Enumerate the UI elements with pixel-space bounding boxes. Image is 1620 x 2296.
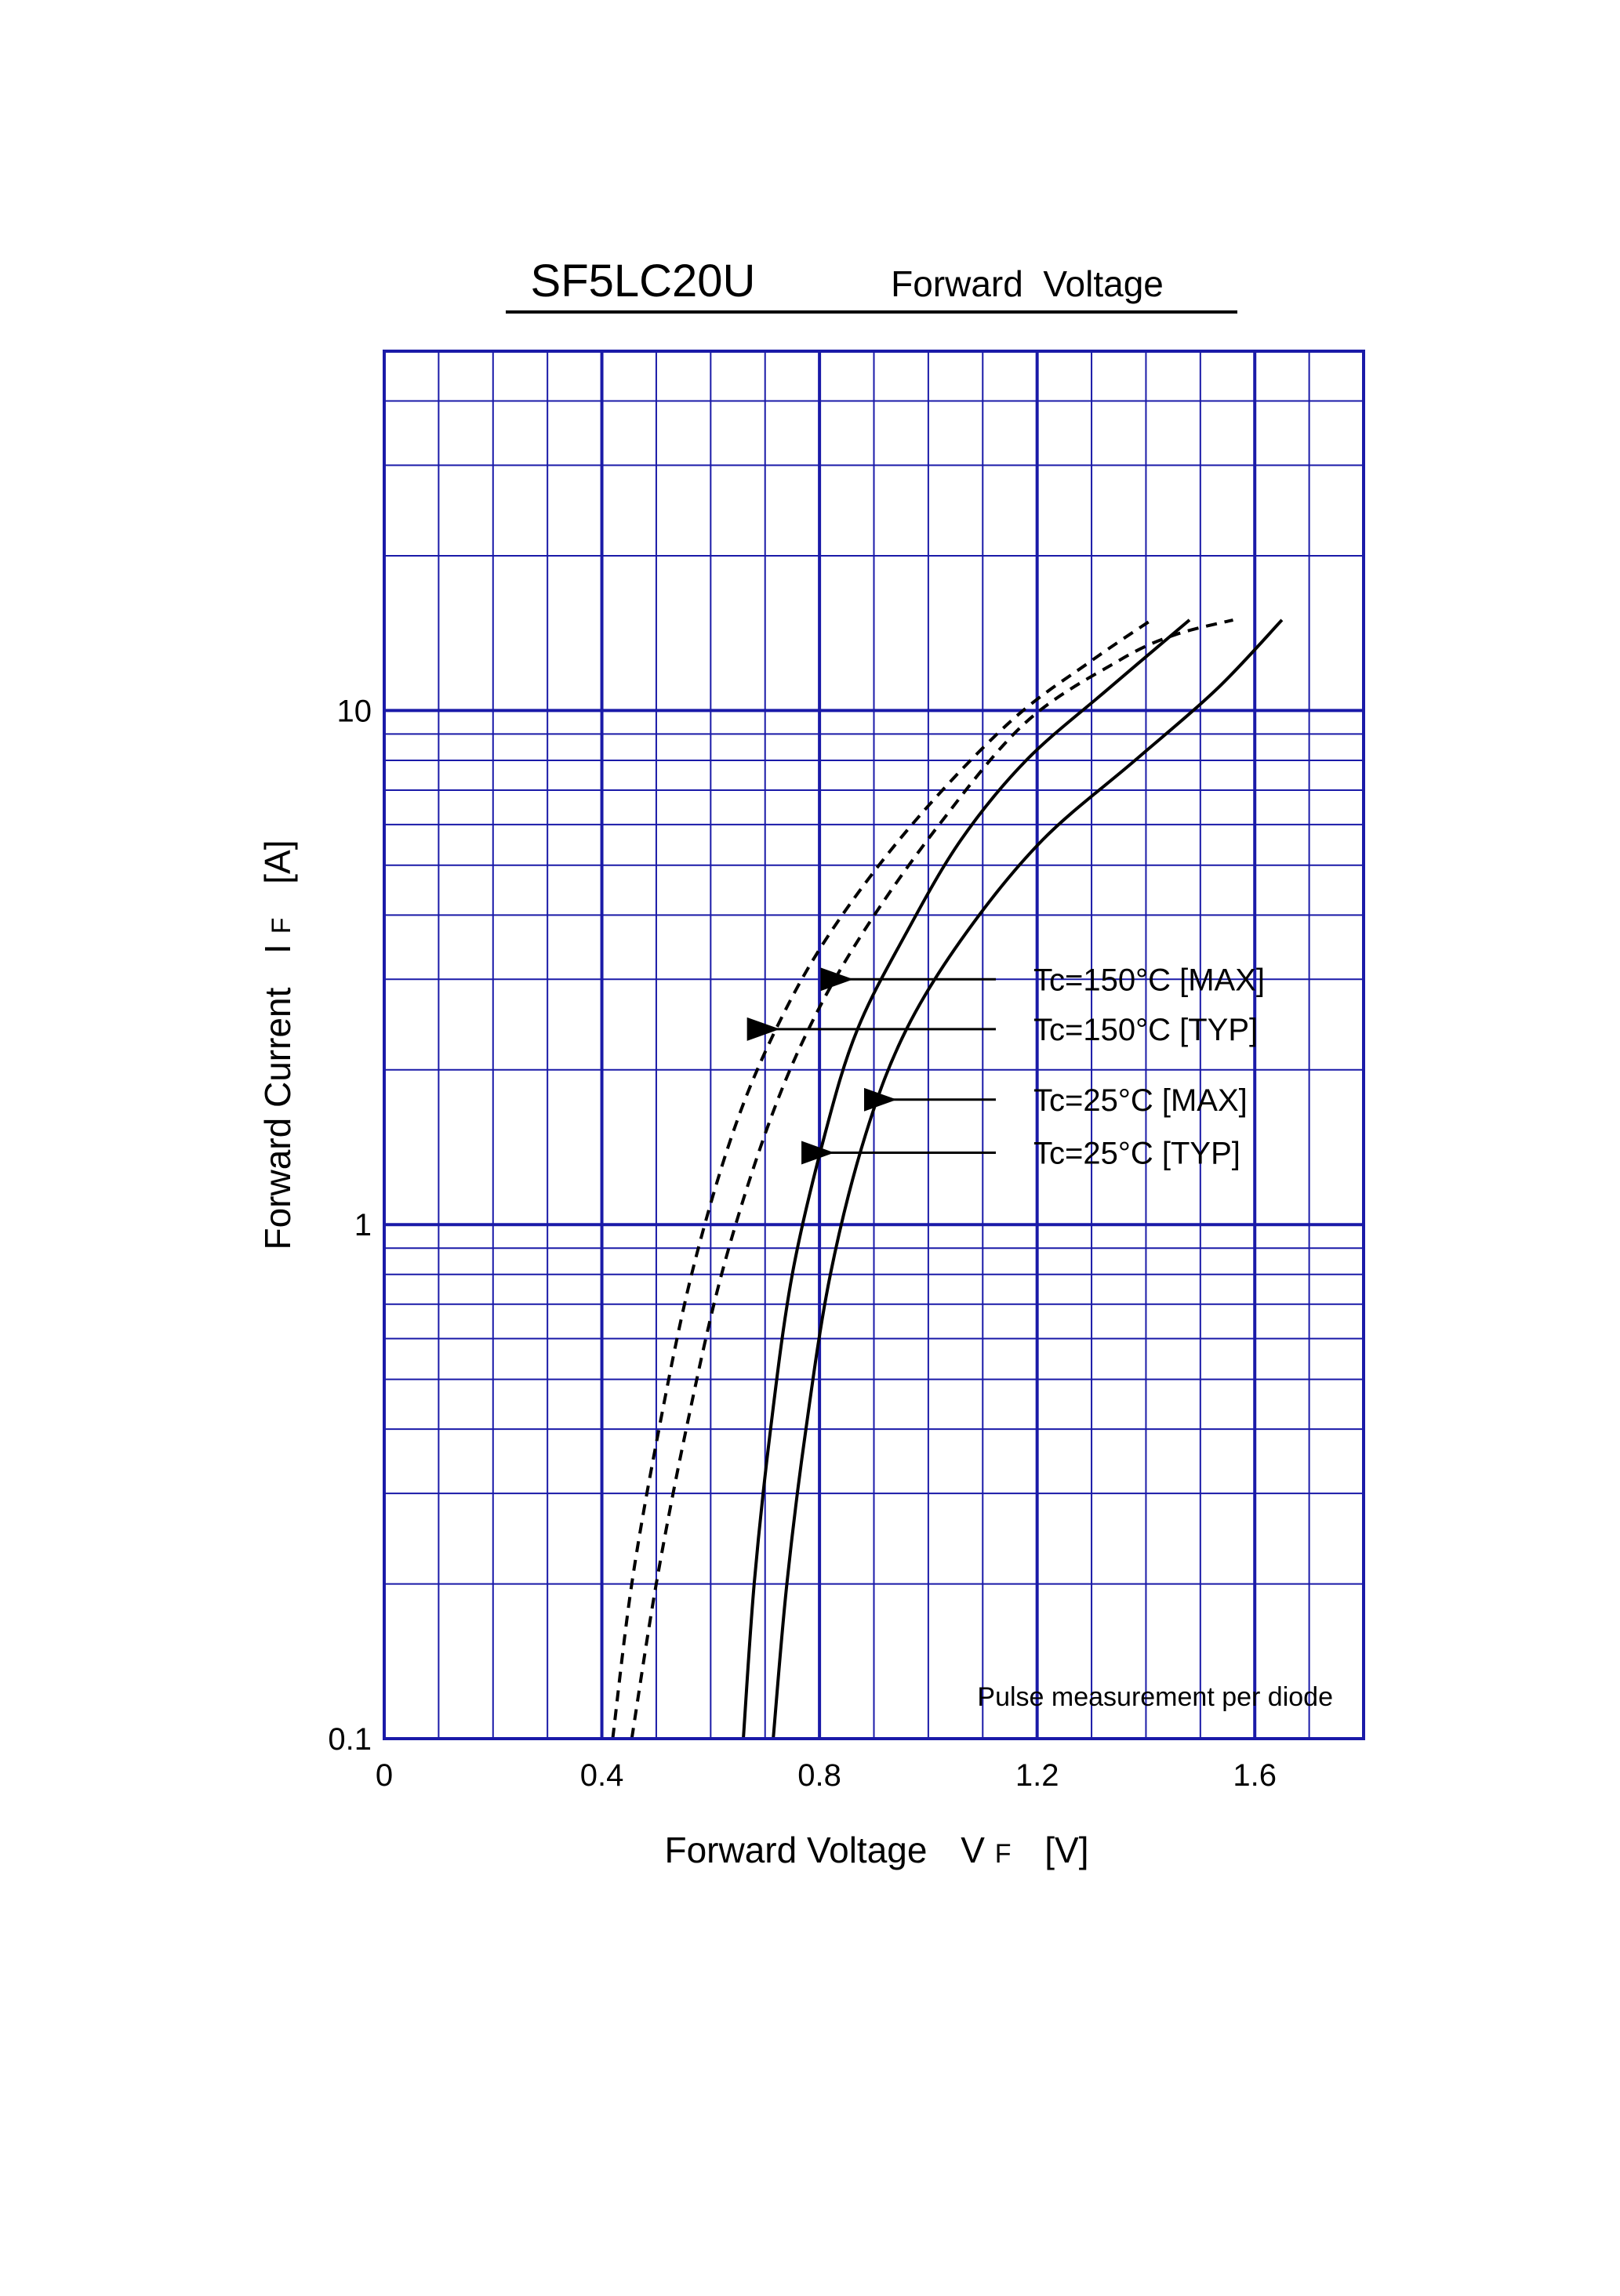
callout-label: Tc=150°C [MAX] bbox=[1033, 963, 1265, 997]
callout-label: Tc=25°C [MAX] bbox=[1033, 1083, 1248, 1118]
x-tick-label: 0 bbox=[376, 1758, 393, 1793]
callout-layer: Tc=150°C [MAX] Tc=150°C [TYP] Tc=25°C [MAX… bbox=[746, 963, 1265, 1170]
chart-title: SF5LC20U Forward Voltage bbox=[506, 256, 1237, 314]
svg-text:Forward Voltage V: Forward Voltage V F [V] bbox=[664, 1830, 1088, 1870]
pulse-annotation: Pulse measurement per diode bbox=[977, 1682, 1333, 1712]
series-line-1 bbox=[611, 618, 1153, 1739]
title-part-number: SF5LC20U bbox=[531, 256, 756, 306]
series-layer bbox=[611, 618, 1284, 1739]
callout-label: Tc=150°C [TYP] bbox=[1033, 1013, 1258, 1047]
y-axis-label: Forward Current I F [A] bbox=[257, 840, 298, 1250]
x-axis-label: Forward Voltage V F [V] bbox=[664, 1830, 1088, 1870]
x-tick-label: 0.8 bbox=[797, 1758, 841, 1793]
series-line-3 bbox=[742, 618, 1191, 1739]
y-tick-label: 10 bbox=[337, 694, 372, 728]
y-tick-labels: 0.1 1 10 bbox=[328, 694, 372, 1757]
x-tick-label: 0.4 bbox=[580, 1758, 624, 1793]
callout-label: Tc=25°C [TYP] bbox=[1033, 1136, 1240, 1170]
x-tick-label: 1.6 bbox=[1233, 1758, 1277, 1793]
y-axis-title: Forward Current bbox=[257, 987, 298, 1250]
y-tick-label: 1 bbox=[354, 1208, 372, 1242]
y-axis-symbol: I bbox=[257, 944, 298, 954]
x-tick-label: 1.2 bbox=[1015, 1758, 1059, 1793]
y-tick-label: 0.1 bbox=[328, 1722, 372, 1757]
x-axis-symbol: V bbox=[961, 1830, 985, 1870]
title-subject: Forward Voltage bbox=[891, 263, 1164, 304]
y-axis-subscript: F bbox=[267, 918, 296, 934]
y-axis-unit: [A] bbox=[257, 840, 298, 883]
plot-frame bbox=[383, 350, 1365, 1740]
series-line-2 bbox=[630, 618, 1233, 1739]
x-axis-subscript: F bbox=[995, 1839, 1012, 1869]
series-line-4 bbox=[772, 618, 1284, 1739]
svg-text:Forward Current I: Forward Current I F [A] bbox=[257, 840, 298, 1250]
x-axis-unit: [V] bbox=[1044, 1830, 1088, 1870]
x-axis-title: Forward Voltage bbox=[664, 1830, 927, 1870]
grid bbox=[384, 351, 1364, 1739]
x-tick-labels: 0 0.4 0.8 1.2 1.6 bbox=[376, 1758, 1277, 1793]
